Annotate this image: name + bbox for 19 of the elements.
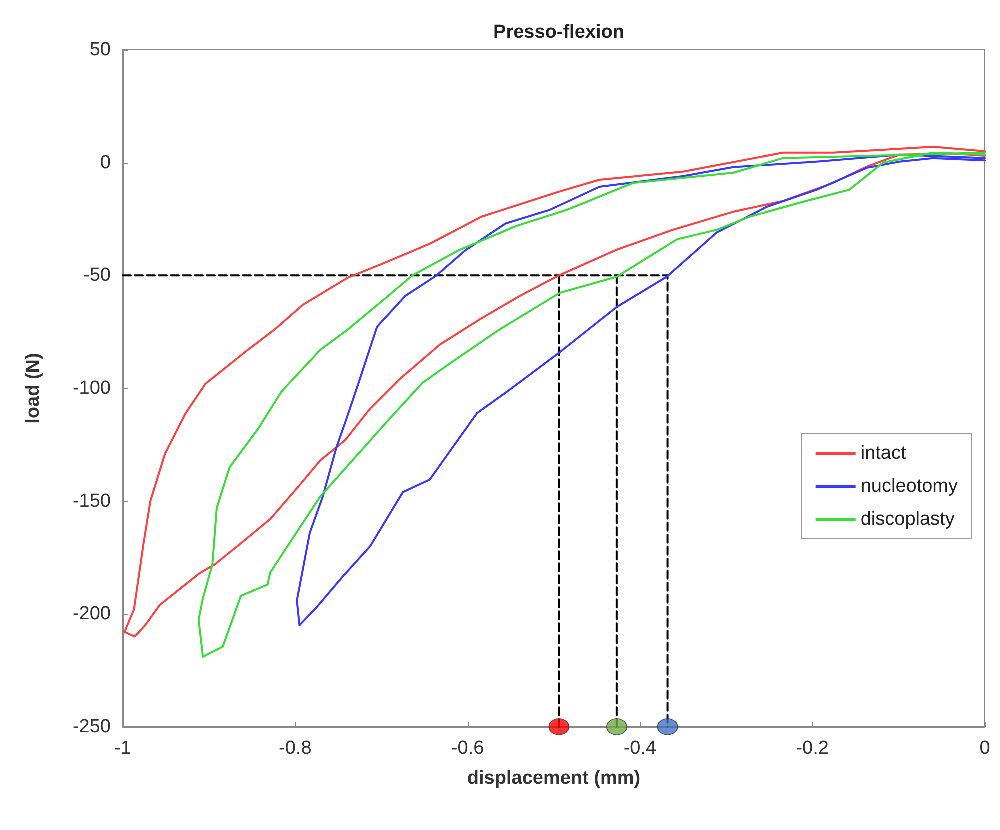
legend-label: intact	[860, 443, 907, 464]
legend-label: nucleotomy	[860, 476, 958, 497]
y-tick-label: -150	[72, 490, 111, 512]
x-tick-label: 0	[980, 738, 990, 759]
y-tick-label: -200	[72, 604, 111, 625]
y-tick-label: -250	[72, 716, 111, 738]
y-tick-label: -100	[72, 378, 111, 399]
y-tick-label: -50	[84, 265, 111, 286]
x-tick-label: -0.8	[279, 738, 312, 759]
legend-label: discoplasty	[860, 509, 956, 530]
y-tick-label: 0	[100, 152, 111, 174]
x-tick-label: -0.2	[796, 738, 829, 759]
x-tick-label: -0.4	[624, 738, 657, 759]
chart-title: Presso-flexion	[494, 22, 624, 43]
y-axis-title: load (N)	[23, 353, 44, 424]
x-tick-label: -1	[114, 738, 132, 759]
x-axis-title: displacement (mm)	[467, 768, 641, 789]
y-tick-label: 50	[90, 40, 111, 60]
x-tick-label: -0.6	[451, 738, 484, 759]
